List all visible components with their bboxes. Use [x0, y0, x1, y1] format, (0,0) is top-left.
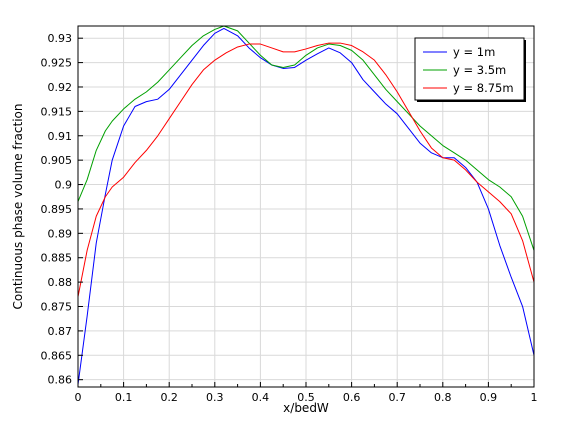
y-tick-label: 0.925	[41, 57, 73, 70]
series-line-3	[77, 42, 535, 297]
x-tick-label: 0.9	[480, 391, 498, 404]
legend-label: y = 3.5m	[453, 63, 506, 77]
y-tick-label: 0.91	[48, 130, 73, 143]
y-tick-label: 0.89	[48, 227, 73, 240]
grid	[77, 26, 535, 387]
x-tick-label: 0.3	[206, 391, 224, 404]
series-layer	[77, 25, 535, 385]
y-tick-label: 0.905	[41, 154, 73, 167]
y-tick-label: 0.895	[41, 203, 73, 216]
legend-box	[414, 37, 525, 101]
y-tick-label: 0.92	[48, 81, 73, 94]
y-tick-label: 0.86	[48, 374, 73, 387]
series-line-2	[77, 25, 535, 251]
y-tick-label: 0.865	[41, 349, 73, 362]
y-tick-label: 0.915	[41, 105, 73, 118]
x-axis-title: x/bedW	[283, 401, 329, 415]
y-axis-title: Continuous phase volume fraction	[11, 104, 25, 310]
x-tick-label: 0	[75, 391, 82, 404]
series-line-1	[77, 27, 535, 385]
x-tick-label: 0.8	[434, 391, 452, 404]
x-tick-label: 1	[531, 391, 538, 404]
x-tick-label: 0.4	[252, 391, 270, 404]
x-tick-label: 0.7	[388, 391, 406, 404]
y-axis-ticks: 0.860.8650.870.8750.880.8850.890.8950.90…	[41, 32, 83, 387]
legend-label: y = 1m	[453, 45, 495, 59]
y-tick-label: 0.885	[41, 252, 73, 265]
x-tick-label: 0.1	[115, 391, 133, 404]
y-tick-label: 0.93	[48, 32, 73, 45]
legend: y = 1m y = 3.5m y = 8.75m	[414, 37, 526, 102]
x-tick-label: 0.5	[297, 391, 315, 404]
y-tick-label: 0.87	[48, 325, 73, 338]
x-tick-label: 0.6	[343, 391, 361, 404]
x-axis-ticks: 0 0.1 0.2 0.3 0.4 0.5 0.6 0.7 0.8 0.9 1	[75, 382, 538, 404]
y-tick-label: 0.88	[48, 276, 73, 289]
legend-label: y = 8.75m	[453, 81, 514, 95]
x-tick-label: 0.2	[160, 391, 178, 404]
y-tick-label: 0.875	[41, 301, 73, 314]
y-tick-label: 0.9	[55, 179, 73, 192]
